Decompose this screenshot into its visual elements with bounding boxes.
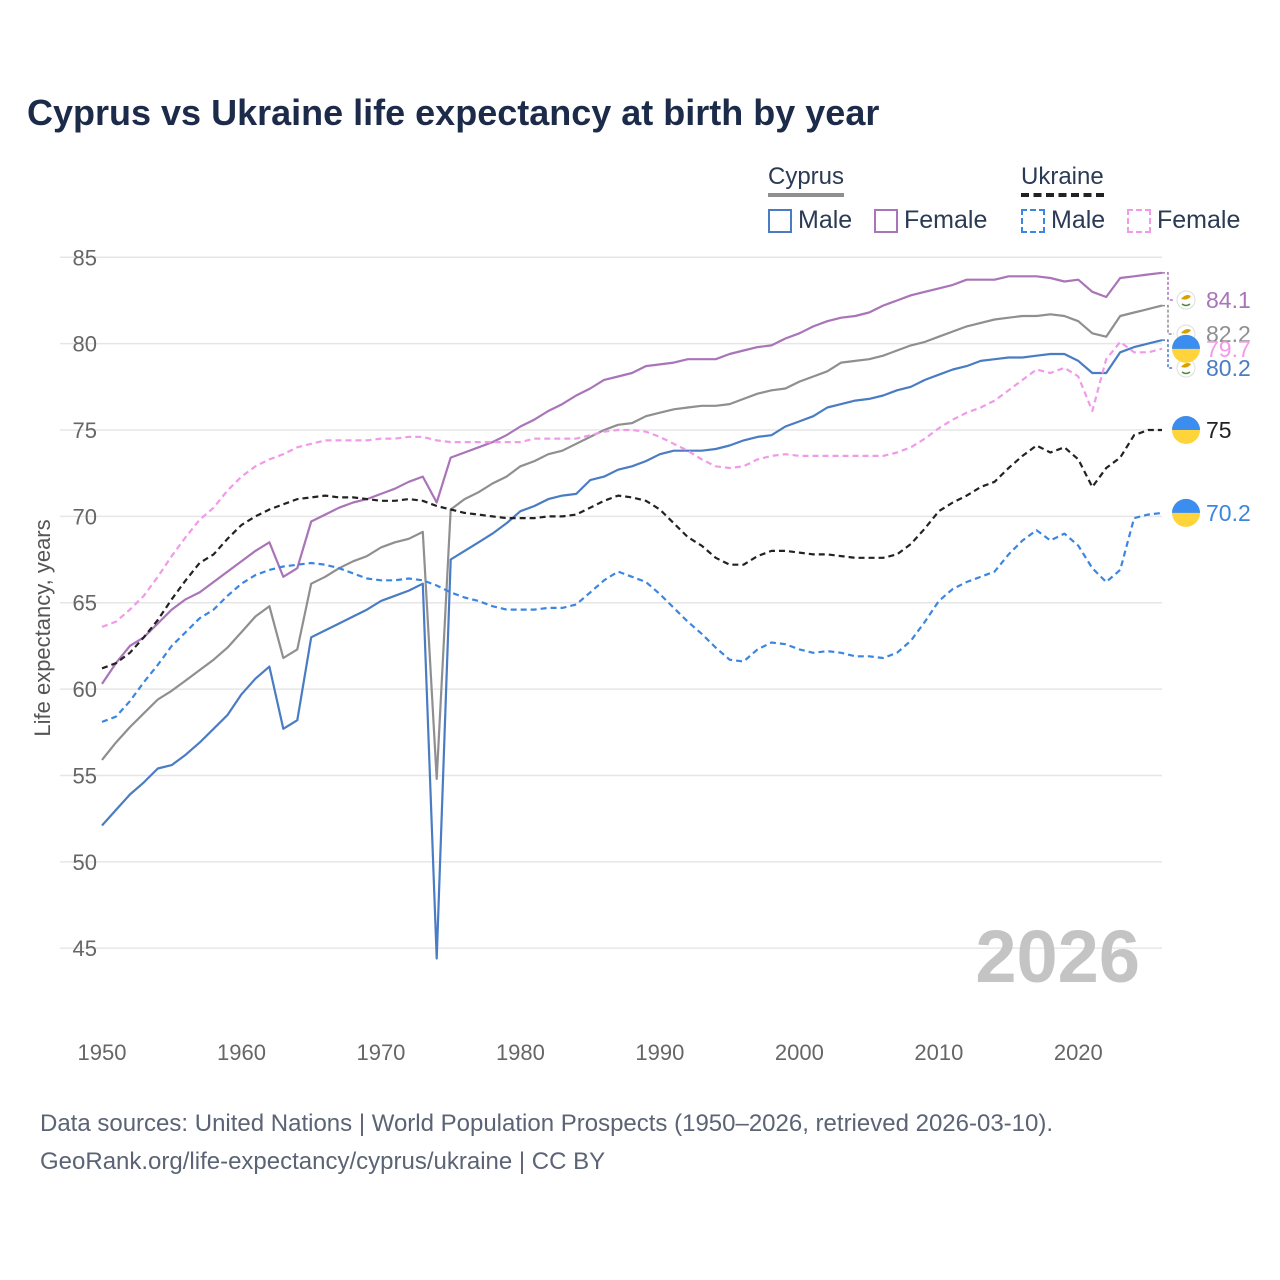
legend-ukraine-male-label: Male — [1051, 206, 1106, 234]
series-line-ukraine-male — [101, 511, 1163, 723]
series-line-cyprus-total — [101, 304, 1163, 781]
legend-ukraine-female-label: Female — [1157, 206, 1241, 234]
series-line-cyprus-female — [101, 271, 1163, 685]
end-label-ukraine-female: 79.7 — [1206, 336, 1251, 362]
y-tick-50: 50 — [73, 850, 97, 875]
x-tick-1980: 1980 — [496, 1040, 545, 1065]
x-tick-1970: 1970 — [356, 1040, 405, 1065]
y-tick-65: 65 — [73, 591, 97, 616]
footer-link[interactable]: GeoRank.org/life-expectancy/cyprus/ukrai… — [40, 1148, 606, 1175]
olive-branch-icon — [1181, 303, 1191, 307]
y-tick-60: 60 — [73, 677, 97, 702]
legend-ukraine-male[interactable]: Male — [1021, 206, 1105, 235]
legend-ukraine-male-swatch — [1021, 208, 1045, 233]
x-tick-2000: 2000 — [775, 1040, 824, 1065]
series-line-cyprus-male — [101, 339, 1163, 960]
leader-cyprus-total — [1162, 304, 1174, 335]
legend-cyprus-male-swatch — [768, 208, 792, 233]
life-expectancy-chart: 45 50 55 60 65 70 75 80 85 1950 1960 1970 1980 1990 2… — [30, 245, 1251, 1065]
x-tick-2010: 2010 — [914, 1040, 963, 1065]
x-tick-1960: 1960 — [217, 1040, 266, 1065]
x-tick-1990: 1990 — [635, 1040, 684, 1065]
y-axis-label: Life expectancy, years — [30, 519, 55, 736]
series-line-ukraine-total — [101, 428, 1162, 670]
legend-cyprus-male[interactable]: Male — [768, 206, 852, 235]
y-axis-ticks: 45 50 55 60 65 70 75 80 85 — [73, 245, 97, 961]
y-tick-75: 75 — [73, 418, 97, 443]
legend-cyprus: Cyprus Male Female — [768, 162, 1008, 242]
leader-cyprus-female — [1162, 272, 1174, 301]
chart-title: Cyprus vs Ukraine life expectancy at bir… — [27, 92, 880, 133]
ukraine-flag-top — [1172, 498, 1200, 513]
x-axis-ticks: 1950 1960 1970 1980 1990 2000 2010 2020 — [78, 1040, 1103, 1065]
legend-cyprus-female-label: Female — [904, 206, 988, 234]
y-tick-70: 70 — [73, 504, 97, 529]
x-tick-2020: 2020 — [1054, 1040, 1103, 1065]
y-tick-85: 85 — [73, 245, 97, 270]
legend-cyprus-label: Cyprus — [768, 163, 845, 197]
legend-ukraine-female-swatch — [1127, 208, 1151, 233]
leader-cyprus-male — [1162, 339, 1174, 369]
legend-ukraine: Ukraine Male Female — [1021, 162, 1261, 242]
y-tick-45: 45 — [73, 936, 97, 961]
flag-icon-cyprus — [1176, 290, 1196, 310]
cyprus-map-icon — [1181, 363, 1191, 368]
end-label-cyprus-total: 82.2 — [1206, 321, 1251, 347]
end-labels: 84.1 82.2 80.279.7 75 70.2 — [1162, 272, 1251, 527]
footer: Data sources: United Nations | World Pop… — [40, 1105, 1053, 1181]
legend-ukraine-label: Ukraine — [1021, 163, 1104, 197]
series-line-ukraine-female — [101, 340, 1163, 628]
footer-sources: Data sources: United Nations | World Pop… — [40, 1110, 1054, 1137]
end-label-cyprus-male: 80.2 — [1206, 355, 1251, 381]
ukraine-flag-top — [1172, 334, 1200, 349]
year-watermark: 2026 — [975, 915, 1140, 998]
y-tick-55: 55 — [73, 763, 97, 788]
grid-lines — [60, 256, 1162, 949]
end-label-ukraine-male: 70.2 — [1206, 500, 1251, 526]
ukraine-flag-top — [1172, 416, 1200, 430]
cyprus-map-icon — [1181, 329, 1191, 334]
x-tick-1950: 1950 — [78, 1040, 127, 1065]
legend-cyprus-male-label: Male — [798, 206, 853, 234]
cyprus-map-icon — [1181, 295, 1191, 300]
olive-branch-icon — [1181, 371, 1191, 375]
legend-cyprus-female-swatch — [874, 208, 898, 233]
end-label-cyprus-female: 84.1 — [1206, 287, 1251, 313]
y-tick-80: 80 — [73, 332, 97, 357]
legend-cyprus-female[interactable]: Female — [874, 206, 987, 235]
series-lines — [101, 271, 1163, 960]
legend-ukraine-female[interactable]: Female — [1127, 206, 1240, 235]
end-label-ukraine-total: 75 — [1206, 417, 1232, 443]
